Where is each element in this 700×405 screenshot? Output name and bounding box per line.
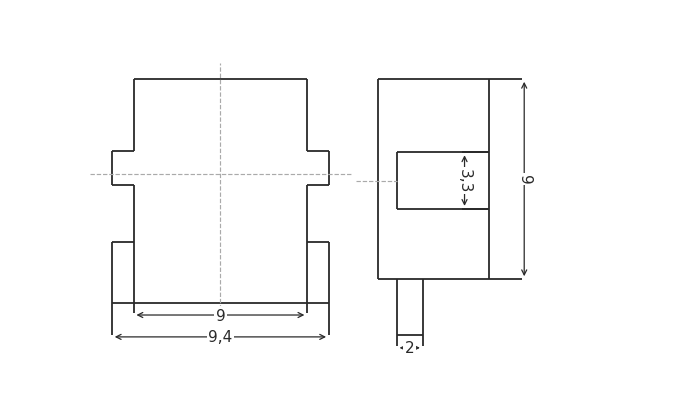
Text: 9: 9 — [216, 308, 225, 323]
Text: 9,4: 9,4 — [209, 330, 232, 345]
Text: 2: 2 — [405, 341, 414, 356]
Text: 9: 9 — [517, 175, 532, 184]
Text: 3,3: 3,3 — [457, 169, 472, 193]
